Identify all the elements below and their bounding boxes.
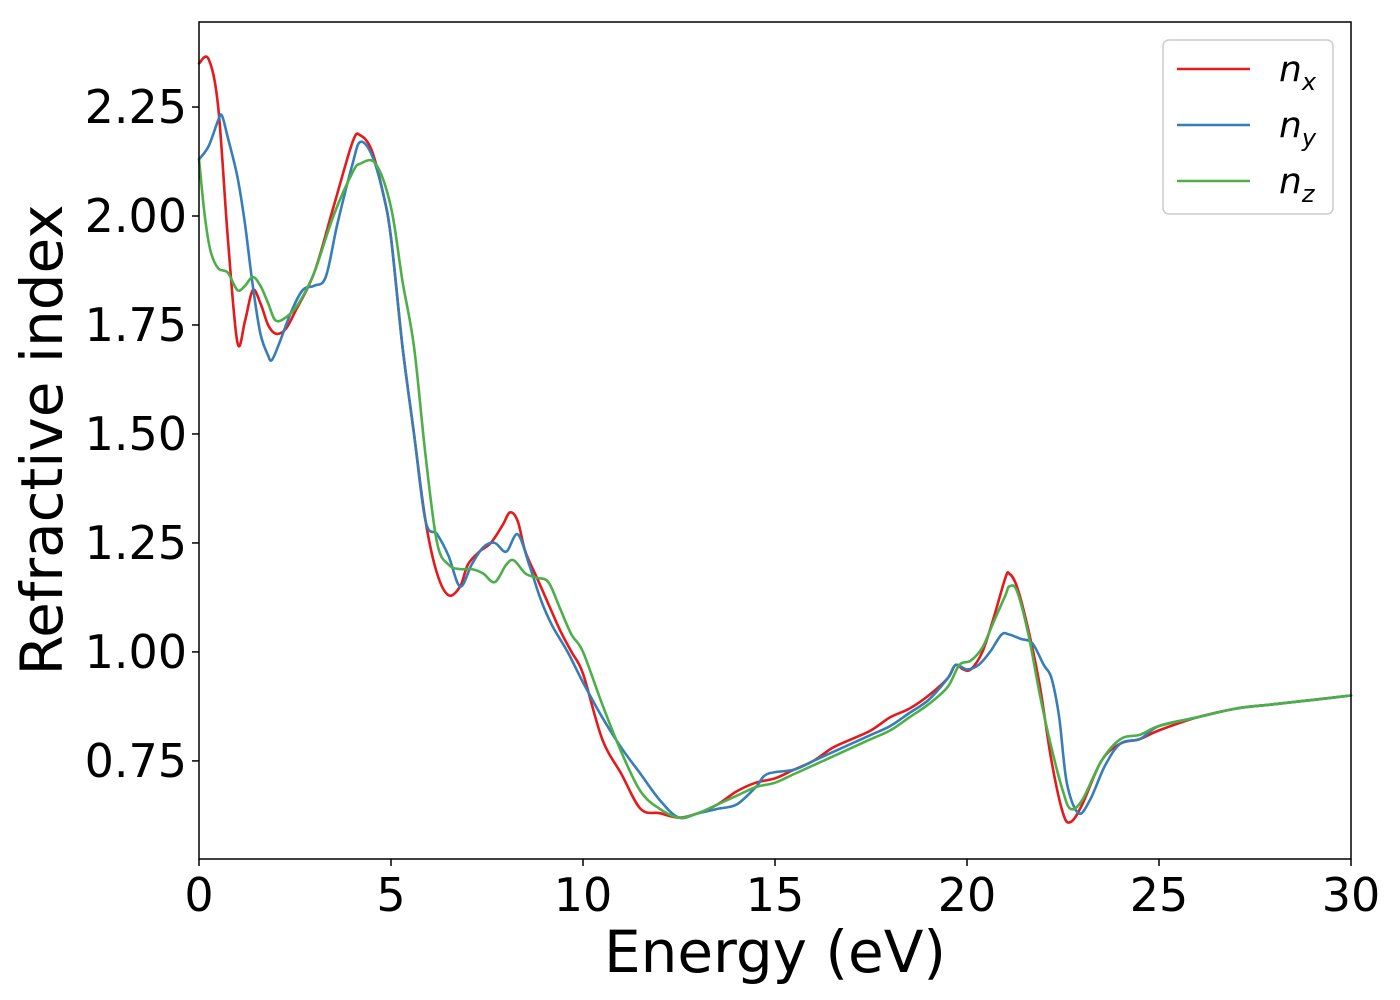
- axis-ticks: 0 5 10 15 20 25 30 0.75 1.00 1.25 1.50 1.75 2.00 2.25: [85, 80, 1381, 922]
- x-axis-title: Energy (eV): [604, 918, 946, 986]
- x-tick-label: 0: [184, 868, 213, 922]
- x-tick-label: 25: [1130, 868, 1189, 922]
- series-line-ny: [197, 113, 1353, 820]
- y-tick-label: 1.00: [85, 625, 187, 679]
- y-tick-label: 0.75: [85, 734, 187, 788]
- x-tick-label: 30: [1322, 868, 1381, 922]
- y-tick-label: 2.25: [85, 80, 187, 134]
- y-tick-label: 2.00: [85, 189, 187, 243]
- y-tick-label: 1.25: [85, 516, 187, 570]
- y-axis-title: Refractive index: [8, 204, 76, 675]
- series-line-nz: [197, 158, 1353, 820]
- legend-label-nz: nz: [1279, 161, 1316, 208]
- x-tick-label: 15: [746, 868, 805, 922]
- x-tick-label: 20: [938, 868, 997, 922]
- legend: nx ny nz: [1162, 39, 1334, 215]
- y-tick-label: 1.50: [85, 407, 187, 461]
- y-tick-label: 1.75: [85, 298, 187, 352]
- series-layer: [197, 55, 1353, 824]
- legend-label-ny: ny: [1279, 105, 1317, 152]
- x-tick-label: 10: [554, 868, 613, 922]
- legend-label-nx: nx: [1279, 49, 1317, 96]
- legend-box: [1162, 39, 1334, 215]
- x-tick-label: 5: [376, 868, 405, 922]
